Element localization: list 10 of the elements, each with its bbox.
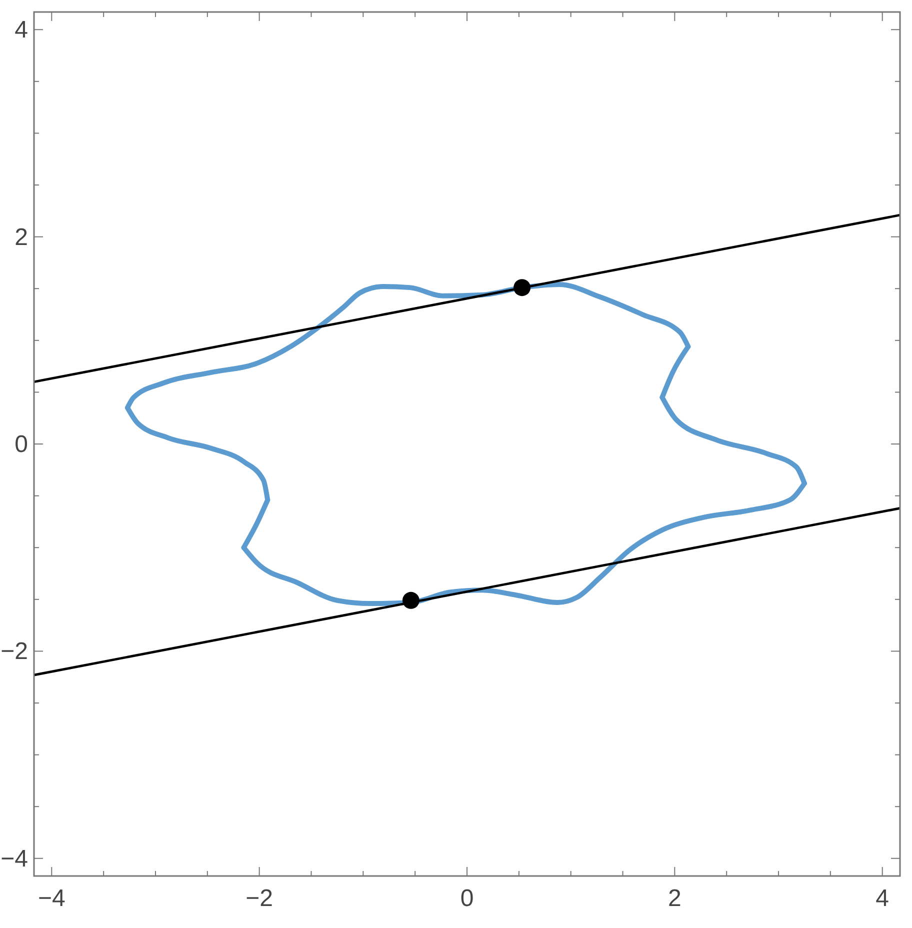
y-tick-label: 0 [14,431,28,458]
x-tick-label: −2 [246,885,274,912]
x-tick-label: 4 [876,885,890,912]
x-tick-label: −4 [38,885,66,912]
y-tick-label: −4 [0,845,28,872]
y-tick-label: 4 [14,16,28,44]
x-tick-label: 2 [668,885,682,912]
y-tick-label: 2 [14,224,28,251]
y-tick-label: −2 [0,638,28,666]
x-tick-label: 0 [460,885,474,912]
